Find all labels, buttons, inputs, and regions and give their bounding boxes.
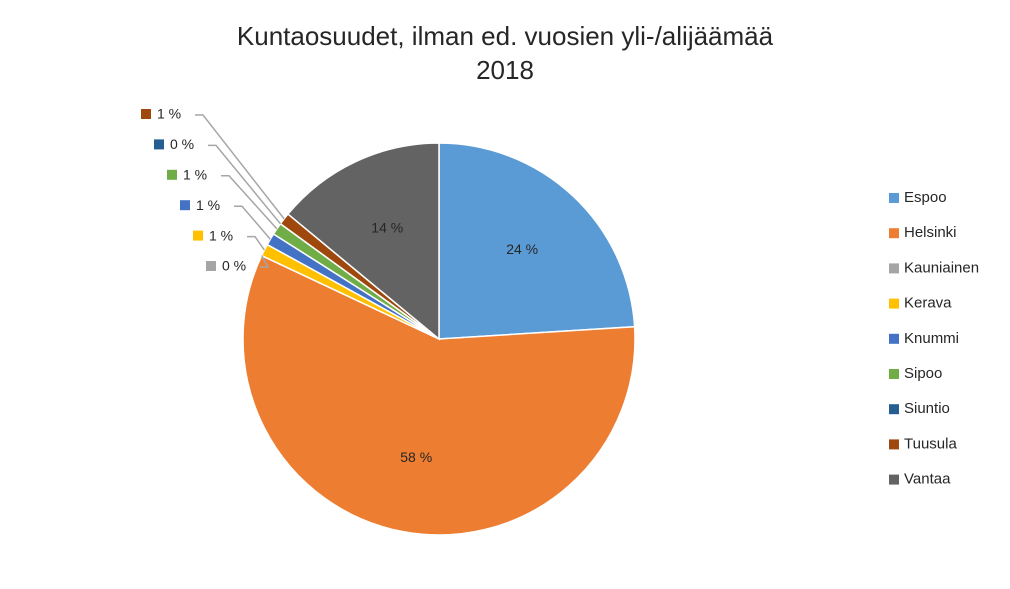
chart-subtitle: 2018 — [476, 55, 534, 85]
leader-line — [234, 205, 271, 240]
label-key — [154, 139, 164, 150]
pie-slice — [438, 142, 636, 340]
legend-label: Vantaa — [904, 471, 951, 488]
legend-label: Siuntio — [904, 400, 950, 417]
label-key — [180, 200, 190, 211]
legend-label: Kauniainen — [904, 259, 979, 276]
legend-label: Espoo — [904, 189, 947, 206]
legend-key — [889, 369, 899, 379]
leader-line — [208, 144, 282, 225]
legend-key — [889, 439, 899, 450]
pie-slice — [286, 142, 440, 341]
data-label: 14 % — [371, 220, 403, 236]
label-key — [167, 169, 177, 180]
legend-key — [889, 263, 899, 274]
legend-label: Helsinki — [904, 224, 957, 241]
leader-line — [260, 255, 270, 268]
leader-line — [195, 114, 285, 220]
label-key — [206, 261, 216, 271]
data-label: 1 % — [196, 197, 220, 213]
chart-title: Kuntaosuudet, ilman ed. vuosien yli-/ali… — [237, 21, 774, 51]
legend-key — [889, 333, 899, 344]
data-label: 1 % — [183, 167, 207, 183]
data-label: 0 % — [170, 136, 194, 152]
pie-slice — [242, 254, 636, 536]
data-label: 58 % — [400, 449, 432, 465]
legend-label: Tuusula — [904, 435, 957, 452]
legend-key — [889, 193, 899, 203]
legend-label: Kerava — [904, 295, 952, 312]
data-label: 1 % — [209, 227, 233, 243]
label-key — [141, 109, 151, 119]
legend-key — [889, 298, 899, 309]
data-label: 0 % — [222, 258, 246, 274]
leader-line — [221, 175, 278, 230]
legend-key — [889, 404, 899, 415]
data-label: 1 % — [157, 106, 181, 122]
legend-label: Knummi — [904, 330, 959, 347]
legend-label: Sipoo — [904, 365, 942, 382]
legend-key — [889, 228, 899, 239]
label-key — [193, 230, 203, 241]
leader-line — [247, 235, 265, 251]
data-label: 24 % — [506, 241, 538, 257]
legend-key — [889, 474, 899, 485]
